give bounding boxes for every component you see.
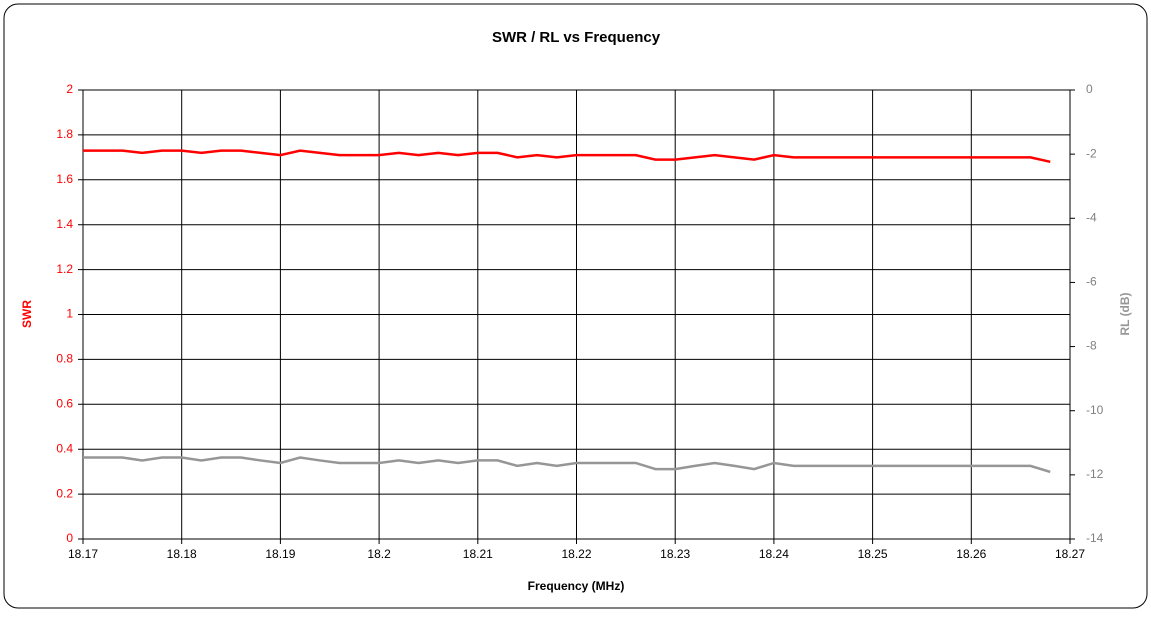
x-tick-label: 18.18: [167, 547, 197, 561]
y-tick-label: 1.2: [56, 262, 73, 276]
y2-tick-label: -4: [1086, 210, 1097, 224]
x-tick-label: 18.2: [367, 547, 391, 561]
y2-tick-label: -2: [1086, 146, 1097, 160]
x-tick-label: 18.27: [1055, 547, 1085, 561]
y2-tick-label: -12: [1086, 467, 1104, 481]
series-line: [83, 149, 1051, 164]
x-tick-label: 18.19: [265, 547, 295, 561]
x-tick-label: 18.25: [858, 547, 888, 561]
y2-tick-label: -6: [1086, 275, 1097, 289]
x-tick-label: 18.26: [956, 547, 986, 561]
chart-frame: [3, 3, 1148, 609]
y-tick-label: 1.6: [56, 172, 73, 186]
y2-tick-label: 0: [1086, 82, 1093, 96]
y-tick-label: 1.4: [56, 217, 73, 231]
y-axis-label: SWR: [20, 300, 34, 328]
y-tick-label: 0.8: [56, 352, 73, 366]
y-tick-label: 2: [66, 82, 73, 96]
series-line: [83, 456, 1051, 474]
x-tick-label: 18.23: [660, 547, 690, 561]
chart-title: SWR / RL vs Frequency: [492, 29, 661, 46]
y-tick-label: 0.4: [56, 441, 73, 455]
y2-tick-label: -14: [1086, 531, 1104, 545]
x-tick-label: 18.22: [561, 547, 591, 561]
y2-tick-label: -10: [1086, 403, 1104, 417]
y-tick-label: 0.2: [56, 486, 73, 500]
y-tick-label: 0.6: [56, 396, 73, 410]
y-tick-label: 0: [66, 531, 73, 545]
x-axis-label: Frequency (MHz): [528, 579, 625, 593]
x-tick-label: 18.21: [463, 547, 493, 561]
x-tick-label: 18.17: [68, 547, 98, 561]
y2-axis-label: RL (dB): [1118, 292, 1132, 335]
y-tick-label: 1: [66, 307, 73, 321]
y2-tick-label: -8: [1086, 339, 1097, 353]
x-tick-label: 18.24: [759, 547, 789, 561]
y-tick-label: 1.8: [56, 127, 73, 141]
